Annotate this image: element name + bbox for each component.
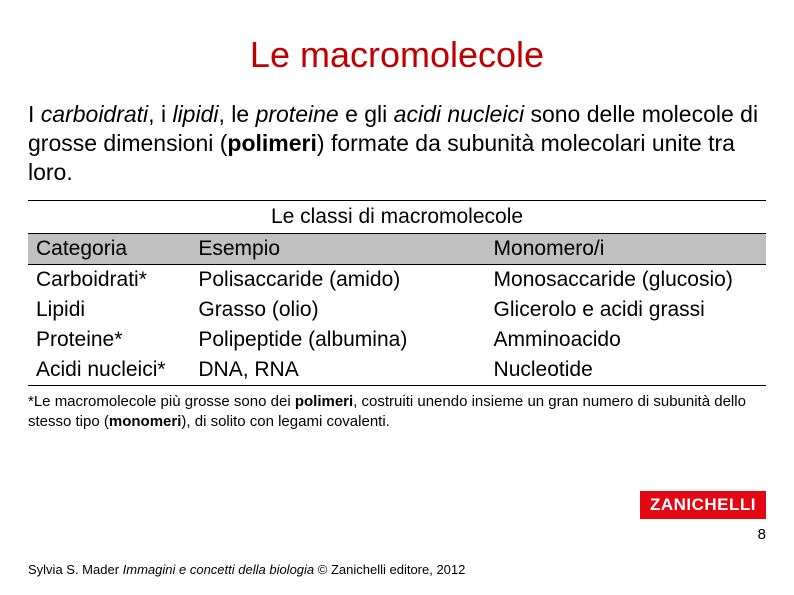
table-header-row: Categoria Esempio Monomero/i	[28, 234, 766, 265]
table-row: Carboidrati* Polisaccaride (amido) Monos…	[28, 265, 766, 296]
cell-category: Carboidrati*	[28, 265, 190, 296]
intro-bold: polimeri	[227, 130, 316, 156]
cell-monomer: Nucleotide	[486, 355, 766, 386]
header-category: Categoria	[28, 234, 190, 265]
cell-category: Proteine*	[28, 325, 190, 355]
intro-text: e gli	[339, 101, 394, 127]
cell-monomer: Glicerolo e acidi grassi	[486, 295, 766, 325]
page-number: 8	[758, 526, 766, 543]
credit-rest: © Zanichelli editore, 2012	[314, 562, 465, 577]
cell-monomer: Monosaccaride (glucosio)	[486, 265, 766, 296]
credit-author: Sylvia S. Mader	[28, 562, 123, 577]
credit-title: Immagini e concetti della biologia	[123, 562, 315, 577]
footnote-text: *Le macromolecole più grosse sono dei	[28, 393, 295, 410]
intro-text: I	[28, 101, 41, 127]
footnote: *Le macromolecole più grosse sono dei po…	[28, 392, 766, 431]
intro-paragraph: I carboidrati, i lipidi, le proteine e g…	[28, 100, 766, 186]
slide: Le macromolecole I carboidrati, i lipidi…	[0, 0, 794, 595]
table-row: Lipidi Grasso (olio) Glicerolo e acidi g…	[28, 295, 766, 325]
cell-example: Polisaccaride (amido)	[190, 265, 485, 296]
table-row: Proteine* Polipeptide (albumina) Amminoa…	[28, 325, 766, 355]
header-example: Esempio	[190, 234, 485, 265]
cell-monomer: Amminoacido	[486, 325, 766, 355]
intro-text: , le	[218, 101, 255, 127]
table-row: Acidi nucleici* DNA, RNA Nucleotide	[28, 355, 766, 386]
intro-italic: acidi nucleici	[394, 101, 524, 127]
macromolecules-table: Le classi di macromolecole Categoria Ese…	[28, 200, 766, 386]
cell-example: DNA, RNA	[190, 355, 485, 386]
footnote-bold: polimeri	[295, 393, 353, 410]
intro-italic: carboidrati	[41, 101, 148, 127]
cell-example: Polipeptide (albumina)	[190, 325, 485, 355]
table-caption: Le classi di macromolecole	[28, 200, 766, 233]
cell-category: Lipidi	[28, 295, 190, 325]
footnote-text: ), di solito con legami covalenti.	[181, 413, 389, 430]
cell-category: Acidi nucleici*	[28, 355, 190, 386]
slide-title: Le macromolecole	[28, 34, 766, 76]
logo-container: ZANICHELLI	[640, 491, 766, 519]
cell-example: Grasso (olio)	[190, 295, 485, 325]
intro-italic: lipidi	[172, 101, 218, 127]
footnote-bold: monomeri	[109, 413, 182, 430]
intro-text: , i	[148, 101, 172, 127]
header-monomer: Monomero/i	[486, 234, 766, 265]
zanichelli-logo: ZANICHELLI	[640, 491, 766, 519]
credit-line: Sylvia S. Mader Immagini e concetti dell…	[28, 562, 465, 577]
intro-italic: proteine	[256, 101, 339, 127]
